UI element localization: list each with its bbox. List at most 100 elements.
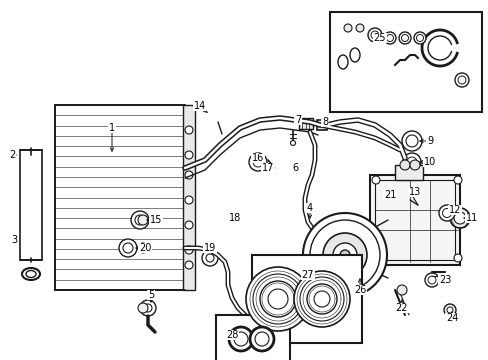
Circle shape bbox=[290, 140, 295, 145]
Bar bbox=[369, 175, 459, 265]
Circle shape bbox=[303, 213, 386, 297]
Ellipse shape bbox=[131, 211, 149, 229]
Text: 12: 12 bbox=[448, 205, 460, 215]
Text: 5: 5 bbox=[147, 290, 154, 300]
Circle shape bbox=[234, 332, 247, 346]
Circle shape bbox=[399, 160, 409, 170]
Text: 10: 10 bbox=[423, 157, 435, 167]
Text: 19: 19 bbox=[203, 243, 216, 253]
Ellipse shape bbox=[424, 273, 438, 287]
Ellipse shape bbox=[427, 276, 435, 284]
Circle shape bbox=[184, 246, 193, 254]
Circle shape bbox=[293, 271, 349, 327]
Bar bbox=[55, 105, 184, 290]
Circle shape bbox=[371, 254, 379, 262]
Bar bbox=[251, 255, 361, 343]
Ellipse shape bbox=[22, 268, 40, 280]
Bar bbox=[394, 165, 422, 180]
Circle shape bbox=[184, 151, 193, 159]
Circle shape bbox=[184, 126, 193, 134]
Circle shape bbox=[228, 327, 252, 351]
Text: 1: 1 bbox=[109, 123, 115, 133]
Circle shape bbox=[449, 208, 469, 228]
Ellipse shape bbox=[202, 250, 218, 266]
Ellipse shape bbox=[413, 32, 425, 44]
Text: 25: 25 bbox=[373, 33, 386, 43]
Ellipse shape bbox=[401, 131, 421, 151]
Circle shape bbox=[138, 215, 148, 225]
Text: 14: 14 bbox=[193, 101, 206, 111]
Circle shape bbox=[184, 221, 193, 229]
Ellipse shape bbox=[370, 31, 378, 39]
Ellipse shape bbox=[143, 304, 152, 312]
Bar bbox=[216, 315, 289, 360]
Circle shape bbox=[184, 196, 193, 204]
Text: 15: 15 bbox=[149, 215, 162, 225]
Ellipse shape bbox=[405, 135, 417, 147]
Text: 26: 26 bbox=[353, 285, 366, 295]
Circle shape bbox=[184, 261, 193, 269]
Ellipse shape bbox=[349, 48, 359, 62]
Circle shape bbox=[371, 176, 379, 184]
Circle shape bbox=[453, 212, 465, 224]
Circle shape bbox=[309, 220, 379, 290]
Bar bbox=[183, 105, 195, 290]
Circle shape bbox=[323, 233, 366, 277]
Ellipse shape bbox=[140, 300, 156, 316]
Text: 27: 27 bbox=[301, 270, 314, 280]
Ellipse shape bbox=[457, 76, 465, 84]
Bar bbox=[316, 120, 326, 130]
Ellipse shape bbox=[367, 28, 381, 42]
Ellipse shape bbox=[438, 205, 454, 221]
Circle shape bbox=[138, 243, 148, 253]
Bar bbox=[298, 118, 312, 129]
Circle shape bbox=[453, 176, 461, 184]
Ellipse shape bbox=[386, 35, 393, 41]
Ellipse shape bbox=[135, 215, 145, 225]
Text: 6: 6 bbox=[291, 163, 298, 173]
Ellipse shape bbox=[205, 254, 214, 262]
Ellipse shape bbox=[406, 157, 416, 167]
Text: 18: 18 bbox=[228, 213, 241, 223]
Text: 13: 13 bbox=[408, 187, 420, 197]
Text: 22: 22 bbox=[395, 303, 407, 313]
Circle shape bbox=[343, 24, 351, 32]
Circle shape bbox=[339, 250, 349, 260]
Text: 28: 28 bbox=[225, 330, 238, 340]
Ellipse shape bbox=[119, 239, 137, 257]
Circle shape bbox=[267, 289, 287, 309]
Circle shape bbox=[184, 171, 193, 179]
Ellipse shape bbox=[26, 270, 36, 278]
Text: 24: 24 bbox=[445, 313, 457, 323]
Text: 7: 7 bbox=[294, 115, 301, 125]
Ellipse shape bbox=[402, 153, 420, 171]
Text: 17: 17 bbox=[261, 163, 274, 173]
Circle shape bbox=[254, 332, 268, 346]
Circle shape bbox=[453, 254, 461, 262]
Text: 3: 3 bbox=[11, 235, 17, 245]
Circle shape bbox=[355, 24, 363, 32]
Bar bbox=[374, 180, 454, 260]
Circle shape bbox=[313, 291, 329, 307]
Text: 23: 23 bbox=[438, 275, 450, 285]
Ellipse shape bbox=[442, 208, 450, 217]
Text: 20: 20 bbox=[139, 243, 151, 253]
Ellipse shape bbox=[416, 35, 423, 41]
Ellipse shape bbox=[398, 32, 410, 44]
Text: 2: 2 bbox=[9, 150, 15, 160]
Bar bbox=[329, 12, 481, 112]
Circle shape bbox=[299, 277, 343, 321]
Text: 11: 11 bbox=[465, 213, 477, 223]
Ellipse shape bbox=[248, 153, 266, 171]
Text: 4: 4 bbox=[306, 203, 312, 213]
Ellipse shape bbox=[383, 32, 395, 44]
Circle shape bbox=[245, 267, 309, 331]
Bar bbox=[20, 150, 42, 260]
Circle shape bbox=[443, 304, 455, 316]
Circle shape bbox=[249, 327, 273, 351]
Ellipse shape bbox=[252, 157, 263, 167]
Ellipse shape bbox=[337, 55, 347, 69]
Ellipse shape bbox=[401, 35, 407, 41]
Circle shape bbox=[332, 243, 356, 267]
Circle shape bbox=[446, 307, 452, 313]
